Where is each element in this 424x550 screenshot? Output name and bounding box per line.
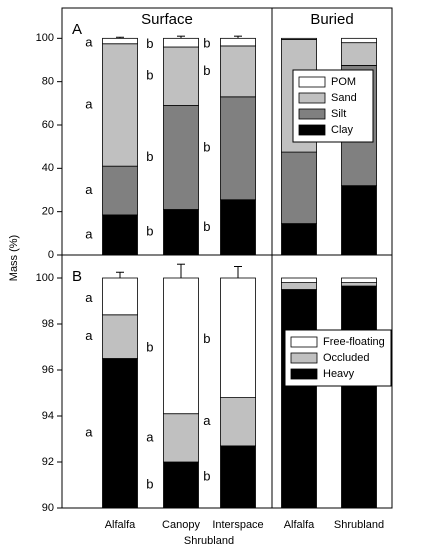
significance-letter: a: [85, 290, 93, 305]
bar-segment: [341, 285, 377, 509]
significance-letter: b: [203, 140, 210, 155]
bar-segment: [220, 445, 256, 509]
bar-segment: [220, 199, 256, 256]
bar-segment: [281, 223, 317, 256]
bar-segment: [163, 461, 199, 509]
legend-swatch: [298, 76, 326, 88]
bar-segment: [281, 289, 317, 509]
bar-segment: [341, 282, 377, 287]
bar-segment: [220, 45, 256, 98]
legend-label: Clay: [331, 124, 354, 136]
significance-letter: b: [146, 149, 153, 164]
legend-label: POM: [331, 76, 356, 88]
bar-segment: [281, 282, 317, 290]
significance-letter: b: [146, 339, 153, 354]
panel-label: A: [72, 21, 82, 38]
significance-letter: b: [146, 68, 153, 83]
significance-letter: b: [146, 36, 153, 51]
y-tick-label: 40: [42, 162, 54, 174]
x-tick-label: Interspace: [212, 519, 263, 531]
bar-segment: [220, 37, 256, 47]
significance-letter: b: [203, 331, 210, 346]
significance-letter: b: [146, 476, 153, 491]
legend-swatch: [298, 124, 326, 136]
y-tick-label: 20: [42, 206, 54, 218]
bar-segment: [102, 358, 138, 509]
bar-segment: [281, 277, 317, 283]
bar-segment: [341, 185, 377, 256]
y-tick-label: 100: [36, 32, 54, 44]
x-tick-label: Canopy: [162, 519, 200, 531]
legend-label: Sand: [331, 92, 357, 104]
significance-letter: a: [85, 226, 93, 241]
significance-letter: b: [203, 219, 210, 234]
y-tick-label: 90: [42, 502, 54, 514]
legend-label: Silt: [331, 108, 346, 120]
significance-letter: a: [85, 328, 93, 343]
legend-swatch: [290, 368, 318, 380]
y-tick-label: 0: [48, 249, 54, 261]
legend-swatch: [290, 336, 318, 348]
bar-segment: [163, 413, 199, 463]
bar-segment: [102, 277, 138, 316]
significance-letter: b: [203, 63, 210, 78]
x-tick-label: Alfalfa: [284, 519, 315, 531]
significance-letter: b: [203, 36, 210, 51]
bar-segment: [220, 277, 256, 398]
bar-segment: [102, 214, 138, 256]
x-group-label: Shrubland: [184, 535, 234, 547]
significance-letter: a: [85, 96, 93, 111]
y-tick-label: 94: [42, 410, 54, 422]
bar-segment: [341, 277, 377, 283]
significance-letter: b: [203, 468, 210, 483]
bar-segment: [102, 165, 138, 216]
x-tick-label: Alfalfa: [105, 519, 136, 531]
legend-label: Free-floating: [323, 336, 385, 348]
y-tick-label: 80: [42, 76, 54, 88]
bar-segment: [341, 42, 377, 66]
legend-label: Heavy: [323, 368, 355, 380]
y-tick-label: 98: [42, 318, 54, 330]
y-axis-label: Mass (%): [8, 235, 20, 281]
bar-segment: [102, 43, 138, 167]
legend-swatch: [298, 108, 326, 120]
bar-segment: [220, 96, 256, 201]
bar-segment: [163, 277, 199, 415]
significance-letter: a: [146, 429, 154, 444]
x-tick-label: Shrubland: [334, 519, 384, 531]
bar-segment: [102, 314, 138, 359]
bar-segment: [281, 37, 317, 40]
significance-letter: a: [85, 182, 93, 197]
bar-segment: [341, 37, 377, 44]
bar-segment: [163, 209, 199, 256]
group-label: Buried: [310, 11, 353, 28]
significance-letter: a: [85, 34, 93, 49]
bar-segment: [220, 397, 256, 447]
bar-segment: [102, 37, 138, 45]
panel-label: B: [72, 268, 82, 285]
y-tick-label: 60: [42, 119, 54, 131]
bar-segment: [163, 105, 199, 210]
legend-label: Occluded: [323, 352, 369, 364]
y-tick-label: 96: [42, 364, 54, 376]
significance-letter: a: [203, 413, 211, 428]
group-label: Surface: [141, 11, 193, 28]
y-tick-label: 100: [36, 272, 54, 284]
legend-swatch: [298, 92, 326, 104]
y-tick-label: 92: [42, 456, 54, 468]
significance-letter: a: [85, 425, 93, 440]
legend-swatch: [290, 352, 318, 364]
bar-segment: [281, 151, 317, 224]
significance-letter: b: [146, 224, 153, 239]
bar-segment: [163, 46, 199, 106]
bar-segment: [163, 37, 199, 48]
